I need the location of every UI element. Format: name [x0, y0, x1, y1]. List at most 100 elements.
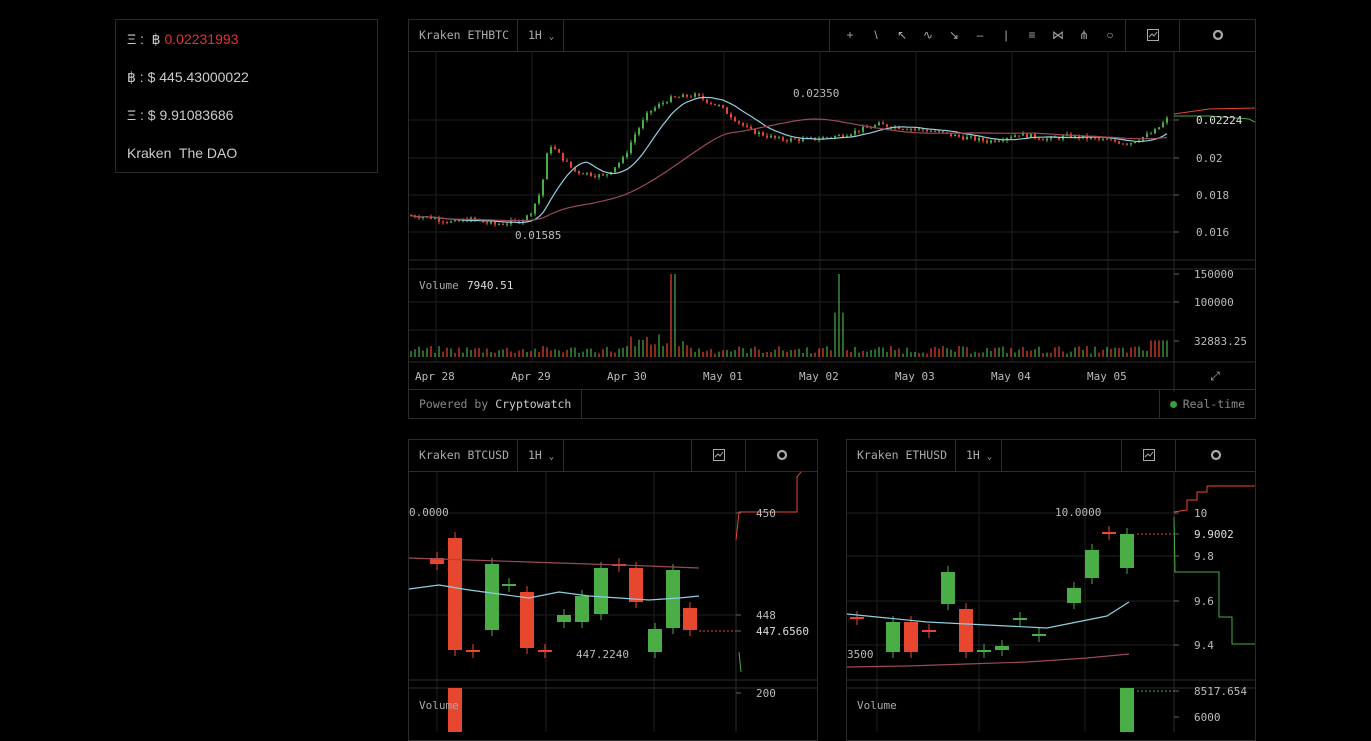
last-price-step — [1173, 107, 1255, 115]
candle-body — [822, 137, 824, 139]
candle-body — [1090, 137, 1092, 139]
eth-usd-row: Ξ : $ 9.91083686 — [127, 107, 233, 123]
gear-icon[interactable] — [1179, 20, 1255, 51]
candle-body — [778, 137, 780, 139]
candle-body — [810, 137, 812, 139]
candle-body — [734, 117, 736, 122]
candle-body — [690, 96, 692, 98]
bid-step — [1174, 115, 1255, 123]
candle-body — [826, 137, 828, 139]
candle-body — [874, 125, 876, 128]
trendline-icon[interactable]: \ — [874, 28, 878, 42]
gann-fan-icon[interactable]: ⋔ — [1078, 28, 1090, 42]
ethbtc-interval-select[interactable]: 1H ⌄ — [518, 20, 564, 51]
gear-icon[interactable] — [1175, 440, 1255, 471]
expand-icon[interactable]: ⤢ — [1209, 369, 1220, 383]
candle-body — [1110, 139, 1112, 141]
interval-value: 1H — [528, 28, 542, 42]
candle-body — [926, 129, 928, 132]
price-tick-label: 9.9002 — [1194, 528, 1234, 541]
candle-body — [678, 97, 680, 99]
candle-body — [995, 646, 1009, 650]
ethusd-interval-select[interactable]: 1H ⌄ — [956, 440, 1002, 471]
candle-body — [694, 93, 696, 97]
candle-body — [520, 592, 534, 648]
candle-body — [578, 171, 580, 174]
btcusd-interval-select[interactable]: 1H ⌄ — [518, 440, 564, 471]
candle-body — [630, 142, 632, 154]
date-label: May 03 — [895, 370, 935, 383]
candle-body — [1050, 137, 1052, 139]
btcusd-chart[interactable]: 450 448 447.6560 200 0.0000 447.2240 Volume — [409, 472, 817, 732]
arrow-icon[interactable]: ↘ — [948, 28, 960, 42]
candle-body — [834, 135, 836, 138]
candle-body — [854, 130, 856, 135]
candle-body — [1102, 532, 1116, 534]
ethbtc-chart[interactable]: 0.02224 0.02 0.018 0.016 0.02350 0.01585 Volum… — [409, 52, 1255, 392]
horizontal-line-icon[interactable]: – — [976, 28, 984, 42]
indicators-icon[interactable] — [1125, 20, 1179, 51]
indicators-icon[interactable] — [1121, 440, 1175, 471]
candle-body — [1154, 129, 1156, 134]
crosshair-icon[interactable]: + — [846, 28, 854, 42]
ray-icon[interactable]: ↖ — [896, 28, 908, 42]
candle-body — [1134, 142, 1136, 144]
price-tick-label: 0.016 — [1196, 226, 1229, 239]
price-tick-label: 10 — [1194, 507, 1207, 520]
ethbtc-title[interactable]: Kraken ETHBTC — [409, 20, 518, 51]
circle-icon[interactable]: ○ — [1106, 28, 1114, 42]
candle-body — [922, 128, 924, 130]
candle-body — [602, 174, 604, 176]
candle-body — [1038, 138, 1040, 140]
realtime-indicator[interactable]: Real-time — [1158, 390, 1255, 418]
candle-body — [582, 173, 584, 175]
candle-body — [941, 572, 955, 604]
pitchfork-icon[interactable]: ⋈ — [1052, 28, 1064, 42]
candle-body — [654, 107, 656, 111]
ethusd-chart[interactable]: 10 9.9002 9.8 9.6 9.4 8517.654 6000 10.0000 3500… — [847, 472, 1255, 732]
parallel-channel-icon[interactable]: ≡ — [1028, 28, 1036, 42]
candle-body — [434, 218, 436, 220]
btcusd-title[interactable]: Kraken BTCUSD — [409, 440, 518, 471]
vertical-line-icon[interactable]: | — [1004, 28, 1008, 42]
exchange-name: Kraken — [127, 145, 172, 161]
candle-body — [518, 220, 520, 224]
candle-body — [754, 128, 756, 135]
candle-body — [662, 102, 664, 105]
candle-body — [1150, 133, 1152, 135]
ticker-panel: Ξ : ฿ 0.02231993 ฿ : $ 445.43000022 Ξ : … — [115, 19, 378, 173]
candle-body — [526, 215, 528, 220]
powered-by[interactable]: Powered by Cryptowatch — [409, 390, 583, 418]
date-label: May 01 — [703, 370, 743, 383]
realtime-label: Real-time — [1182, 397, 1245, 411]
candle-body — [870, 127, 872, 129]
candle-body — [629, 568, 643, 602]
volume-tick-label: 32883.25 — [1194, 335, 1247, 348]
candle-body — [448, 538, 462, 650]
date-label: Apr 29 — [511, 370, 551, 383]
candle-body — [418, 217, 420, 219]
gear-icon[interactable] — [745, 440, 817, 471]
chevron-down-icon: ⌄ — [548, 32, 555, 42]
fib-icon[interactable]: ∿ — [922, 28, 934, 42]
candle-body — [458, 220, 460, 222]
indicators-icon[interactable] — [691, 440, 745, 471]
candle-body — [938, 131, 940, 133]
candle-body — [858, 130, 860, 132]
candle-body — [730, 113, 732, 118]
candle-body — [606, 174, 608, 176]
ethusd-title[interactable]: Kraken ETHUSD — [847, 440, 956, 471]
candle-body — [1120, 534, 1134, 568]
candle-body — [954, 134, 956, 137]
interval-value: 1H — [528, 448, 542, 462]
price-tick-label: 0.02224 — [1196, 114, 1243, 127]
price-tick-label: 0.02 — [1196, 152, 1223, 165]
candle-body — [802, 138, 804, 142]
candle-body — [570, 161, 572, 168]
last-price-step — [1173, 485, 1255, 513]
candle-body — [618, 162, 620, 168]
candle-body — [886, 622, 900, 652]
candle-body — [622, 157, 624, 163]
candle-body — [974, 136, 976, 141]
ethusd-toolbar: Kraken ETHUSD 1H ⌄ — [847, 440, 1255, 472]
